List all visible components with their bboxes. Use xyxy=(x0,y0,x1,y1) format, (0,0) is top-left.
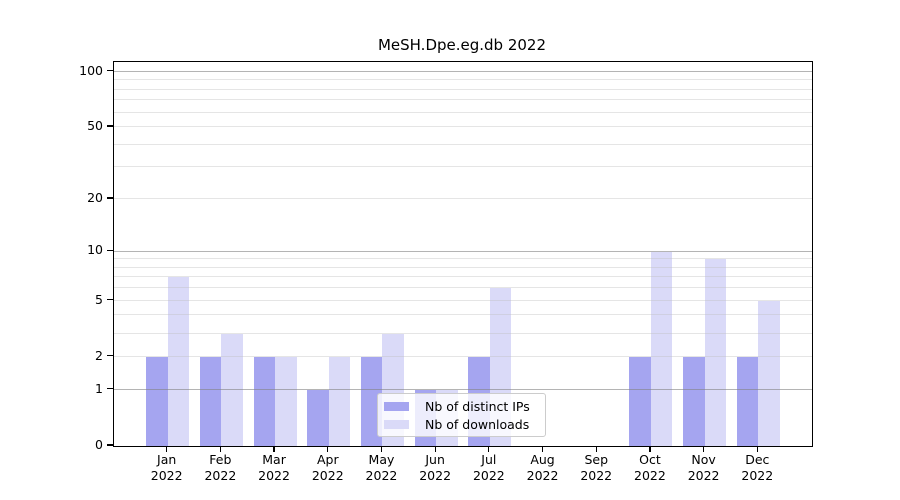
x-tick-label: Jul 2022 xyxy=(472,452,505,483)
gridline-minor xyxy=(114,198,812,200)
x-tick xyxy=(380,446,383,452)
y-tick xyxy=(107,299,113,301)
y-tick xyxy=(107,197,113,199)
bar-downloads xyxy=(221,333,243,446)
x-tick xyxy=(703,446,705,452)
x-tick xyxy=(219,446,221,452)
bar-distinct-ips xyxy=(736,356,759,446)
x-tick xyxy=(327,446,329,452)
y-tick-label: 10 xyxy=(87,242,103,258)
y-tick xyxy=(107,249,113,252)
bar-downloads xyxy=(650,251,673,446)
x-tick-label: Aug 2022 xyxy=(526,452,559,483)
bar-downloads xyxy=(704,259,727,446)
gridline-minor xyxy=(114,299,812,301)
gridline-minor xyxy=(114,126,812,128)
x-tick xyxy=(273,446,275,452)
x-tick-label: Mar 2022 xyxy=(258,452,290,483)
gridline-minor xyxy=(114,99,812,101)
x-tick xyxy=(541,446,544,452)
gridline-major xyxy=(114,388,812,390)
x-tick-label: May 2022 xyxy=(365,452,398,483)
bar-distinct-ips xyxy=(253,356,276,446)
legend-item-downloads: Nb of downloads xyxy=(384,417,538,432)
legend-label-distinct-ips: Nb of distinct IPs xyxy=(425,399,530,414)
bar-downloads xyxy=(167,277,190,446)
x-tick-label: Feb 2022 xyxy=(204,452,237,483)
legend: Nb of distinct IPs Nb of downloads xyxy=(377,393,546,437)
x-tick xyxy=(166,446,168,452)
y-tick-label: 100 xyxy=(79,62,103,78)
gridline-minor xyxy=(114,314,812,316)
x-tick xyxy=(434,446,436,452)
legend-label-downloads: Nb of downloads xyxy=(425,417,530,432)
x-tick-label: Dec 2022 xyxy=(741,452,774,483)
grid-layer xyxy=(114,62,812,446)
y-tick-label: 2 xyxy=(95,347,103,363)
gridline-minor xyxy=(114,266,812,268)
gridline-major xyxy=(114,70,812,72)
x-tick xyxy=(649,446,651,452)
y-tick xyxy=(107,125,113,127)
bar-downloads xyxy=(758,300,780,446)
x-tick-label: Sep 2022 xyxy=(580,452,613,483)
plot-area xyxy=(113,61,813,447)
y-tick xyxy=(107,444,113,446)
gridline-minor xyxy=(114,88,812,90)
legend-swatch-downloads xyxy=(384,420,409,429)
bar-downloads xyxy=(328,356,351,446)
gridline-minor xyxy=(114,355,812,357)
chart-title: MeSH.Dpe.eg.db 2022 xyxy=(377,36,547,54)
bar-distinct-ips xyxy=(146,356,168,446)
x-tick xyxy=(488,446,490,452)
bar-distinct-ips xyxy=(683,356,705,446)
x-tick-label: Oct 2022 xyxy=(634,452,666,483)
bar-downloads xyxy=(275,356,297,446)
y-tick xyxy=(107,355,113,357)
bar-distinct-ips xyxy=(199,356,222,446)
bar-distinct-ips xyxy=(307,389,329,446)
y-tick-label: 50 xyxy=(87,118,103,134)
gridline-minor xyxy=(114,143,812,145)
y-tick xyxy=(107,388,113,390)
bar-distinct-ips xyxy=(629,356,651,446)
x-tick xyxy=(756,446,758,452)
y-tick-label: 5 xyxy=(95,291,103,307)
gridline-minor xyxy=(114,258,812,260)
y-tick xyxy=(107,70,113,72)
gridline-minor xyxy=(114,332,812,334)
x-tick-label: Apr 2022 xyxy=(311,452,344,483)
gridline-minor xyxy=(114,79,812,81)
x-tick-label: Jun 2022 xyxy=(419,452,452,483)
gridline-minor xyxy=(114,276,812,278)
gridline-minor xyxy=(114,287,812,289)
y-tick-label: 20 xyxy=(87,190,103,206)
gridline-major xyxy=(114,250,812,252)
legend-item-distinct-ips: Nb of distinct IPs xyxy=(384,399,538,414)
x-tick xyxy=(595,446,597,452)
y-tick-label: 1 xyxy=(95,380,103,396)
legend-swatch-distinct-ips xyxy=(384,402,409,411)
x-tick-label: Jan 2022 xyxy=(150,452,183,483)
y-tick-label: 0 xyxy=(95,437,103,452)
x-tick-label: Nov 2022 xyxy=(687,452,720,483)
gridline-minor xyxy=(114,166,812,168)
gridline-minor xyxy=(114,111,812,113)
